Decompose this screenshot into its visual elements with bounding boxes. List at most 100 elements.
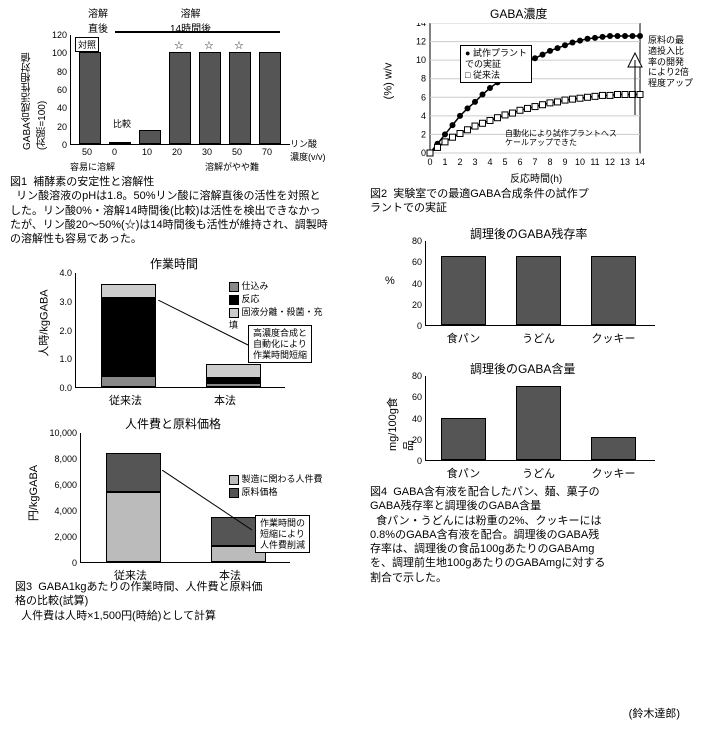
svg-text:10: 10 bbox=[416, 55, 426, 65]
fig4b-chart: 020406080 食パンうどんクッキー bbox=[425, 376, 655, 461]
svg-text:6: 6 bbox=[517, 157, 522, 167]
author: (鈴木達郎) bbox=[629, 705, 680, 721]
svg-text:11: 11 bbox=[590, 157, 599, 167]
fig4a-xtick: うどん bbox=[516, 330, 561, 346]
fig2-ylabel: (%) w/v bbox=[382, 63, 394, 100]
fig2-arrow-note: 原料の最 適投入比 率の開発 により2倍 程度アップ bbox=[648, 35, 693, 89]
fig1-xlabel: リン酸 濃度(v/v) bbox=[290, 137, 326, 163]
fig3a-ytick: 1.0 bbox=[59, 354, 72, 364]
fig3b-annotation: 作業時間の 短縮により 人件費削減 bbox=[255, 515, 310, 553]
fig3a-bar bbox=[101, 376, 156, 388]
fig2-inner-note: 自動化により試作プラントへス ケールアップできた bbox=[505, 130, 617, 148]
fig4b-caption: 図4 GABA含有液を配合したパン、麺、菓子の GABA残存率と調理後のGABA… bbox=[370, 485, 690, 585]
svg-text:0: 0 bbox=[421, 148, 426, 158]
fig3a-bar bbox=[101, 284, 156, 298]
fig4a-bar bbox=[516, 256, 561, 325]
fig3b-bar bbox=[106, 492, 161, 562]
fig1-ytick: 80 bbox=[57, 67, 67, 77]
fig1-ytick: 40 bbox=[57, 103, 67, 113]
fig2-xlabel: 反応時間(h) bbox=[510, 170, 562, 185]
fig3a-ytick: 4.0 bbox=[59, 268, 72, 278]
fig3a-ytick: 0.0 bbox=[59, 383, 72, 393]
fig3a-ytick: 3.0 bbox=[59, 297, 72, 307]
fig4b-ytick: 80 bbox=[412, 371, 422, 381]
svg-text:5: 5 bbox=[502, 157, 507, 167]
fig1-bar bbox=[169, 52, 191, 144]
fig4a-ytick: 0 bbox=[417, 321, 422, 331]
fig3a-bar bbox=[206, 383, 261, 387]
fig3a-annotation: 高濃度合成と 自動化により 作業時間短縮 bbox=[248, 325, 312, 363]
fig4b-ytick: 60 bbox=[412, 392, 422, 402]
fig3b-caption: 図3 GABA1kgあたりの作業時間、人件費と原料価 格の比較(試算) 人件費は… bbox=[15, 580, 345, 623]
fig3a-ylabel: 人時/kgGABA bbox=[36, 289, 52, 356]
fig3a-legend-item: 仕込み bbox=[229, 279, 326, 292]
fig3a-arrow bbox=[158, 300, 253, 370]
fig1-caption: 図1 補酵素の安定性と溶解性 リン酸溶液のpHは1.8。50%リン酸に溶解直後の… bbox=[10, 175, 330, 246]
star-icon: ☆ bbox=[174, 39, 184, 52]
fig1-bar bbox=[109, 142, 131, 144]
fig3a-title: 作業時間 bbox=[150, 255, 198, 272]
fig1-xtick: 30 bbox=[202, 147, 212, 157]
fig4a-bar bbox=[591, 256, 636, 325]
fig4a-ylabel: % bbox=[385, 275, 395, 287]
svg-text:0: 0 bbox=[427, 157, 432, 167]
fig2-s1-label: 試作プラント での実証 bbox=[465, 48, 527, 69]
fig4b-bar bbox=[591, 437, 636, 460]
fig2-legend: ● 試作プラント での実証 □ 従来法 bbox=[460, 45, 532, 83]
fig3b-ytick: 4,000 bbox=[54, 506, 77, 516]
fig1-xtick: 50 bbox=[82, 147, 92, 157]
fig1-ytick: 100 bbox=[52, 48, 67, 58]
fig1-ytick: 20 bbox=[57, 122, 67, 132]
fig4b-ytick: 20 bbox=[412, 435, 422, 445]
svg-text:7: 7 bbox=[532, 157, 537, 167]
svg-text:13: 13 bbox=[620, 157, 630, 167]
fig4a-ytick: 40 bbox=[412, 279, 422, 289]
svg-text:10: 10 bbox=[575, 157, 585, 167]
fig1-ylabel: GABA合成活性相対値 (対照=100) bbox=[20, 40, 50, 150]
fig3b-ylabel: 円/kgGABA bbox=[25, 465, 41, 521]
fig2-title: GABA濃度 bbox=[490, 5, 547, 22]
fig3a-bar bbox=[206, 378, 261, 382]
fig2-s2-label: 従来法 bbox=[473, 70, 500, 80]
fig1-header-left: 溶解 直後 bbox=[88, 5, 108, 35]
fig1-bar bbox=[259, 52, 281, 144]
fig4b-ytick: 0 bbox=[417, 456, 422, 466]
fig2-caption: 図2 実験室での最適GABA合成条件の試作プ ラントでの実証 bbox=[370, 187, 690, 216]
svg-text:12: 12 bbox=[605, 157, 615, 167]
fig4b-ytick: 40 bbox=[412, 414, 422, 424]
fig3b-arrow bbox=[162, 470, 257, 535]
fig4b-xtick: クッキー bbox=[591, 465, 636, 481]
fig3a-xtick: 本法 bbox=[214, 392, 236, 408]
fig4a-bar bbox=[441, 256, 486, 325]
svg-text:14: 14 bbox=[416, 23, 426, 28]
fig4a-chart: 020406080 食パンうどんクッキー bbox=[425, 241, 655, 326]
fig4b-title: 調理後のGABA含量 bbox=[470, 360, 575, 377]
fig1-xtick: 70 bbox=[262, 147, 272, 157]
fig3a-bar bbox=[101, 298, 156, 376]
fig3b-ytick: 2,000 bbox=[54, 532, 77, 542]
fig1-note-left: 容易に溶解 bbox=[70, 160, 115, 173]
fig3b-ytick: 10,000 bbox=[49, 428, 77, 438]
svg-text:6: 6 bbox=[421, 92, 426, 102]
fig4a-xtick: クッキー bbox=[591, 330, 636, 346]
fig4b-bar bbox=[441, 418, 486, 461]
fig1-xtick: 20 bbox=[172, 147, 182, 157]
fig1-hikaku: 比較 bbox=[113, 117, 131, 130]
fig4a-ytick: 80 bbox=[412, 236, 422, 246]
fig4b-xtick: 食パン bbox=[441, 465, 486, 481]
svg-text:4: 4 bbox=[487, 157, 492, 167]
svg-text:9: 9 bbox=[562, 157, 567, 167]
fig1-bar bbox=[79, 52, 101, 144]
svg-text:2: 2 bbox=[421, 129, 426, 139]
fig4a-title: 調理後のGABA残存率 bbox=[470, 225, 587, 242]
fig1-bar bbox=[229, 52, 251, 144]
fig1-ytick: 60 bbox=[57, 85, 67, 95]
fig3a-xtick: 従来法 bbox=[109, 392, 142, 408]
fig2-arrow bbox=[625, 50, 645, 115]
svg-text:8: 8 bbox=[547, 157, 552, 167]
fig1-xtick: 10 bbox=[142, 147, 152, 157]
fig4b-xtick: うどん bbox=[516, 465, 561, 481]
svg-text:12: 12 bbox=[416, 37, 426, 47]
svg-text:3: 3 bbox=[472, 157, 477, 167]
fig1-xtick: 50 bbox=[232, 147, 242, 157]
